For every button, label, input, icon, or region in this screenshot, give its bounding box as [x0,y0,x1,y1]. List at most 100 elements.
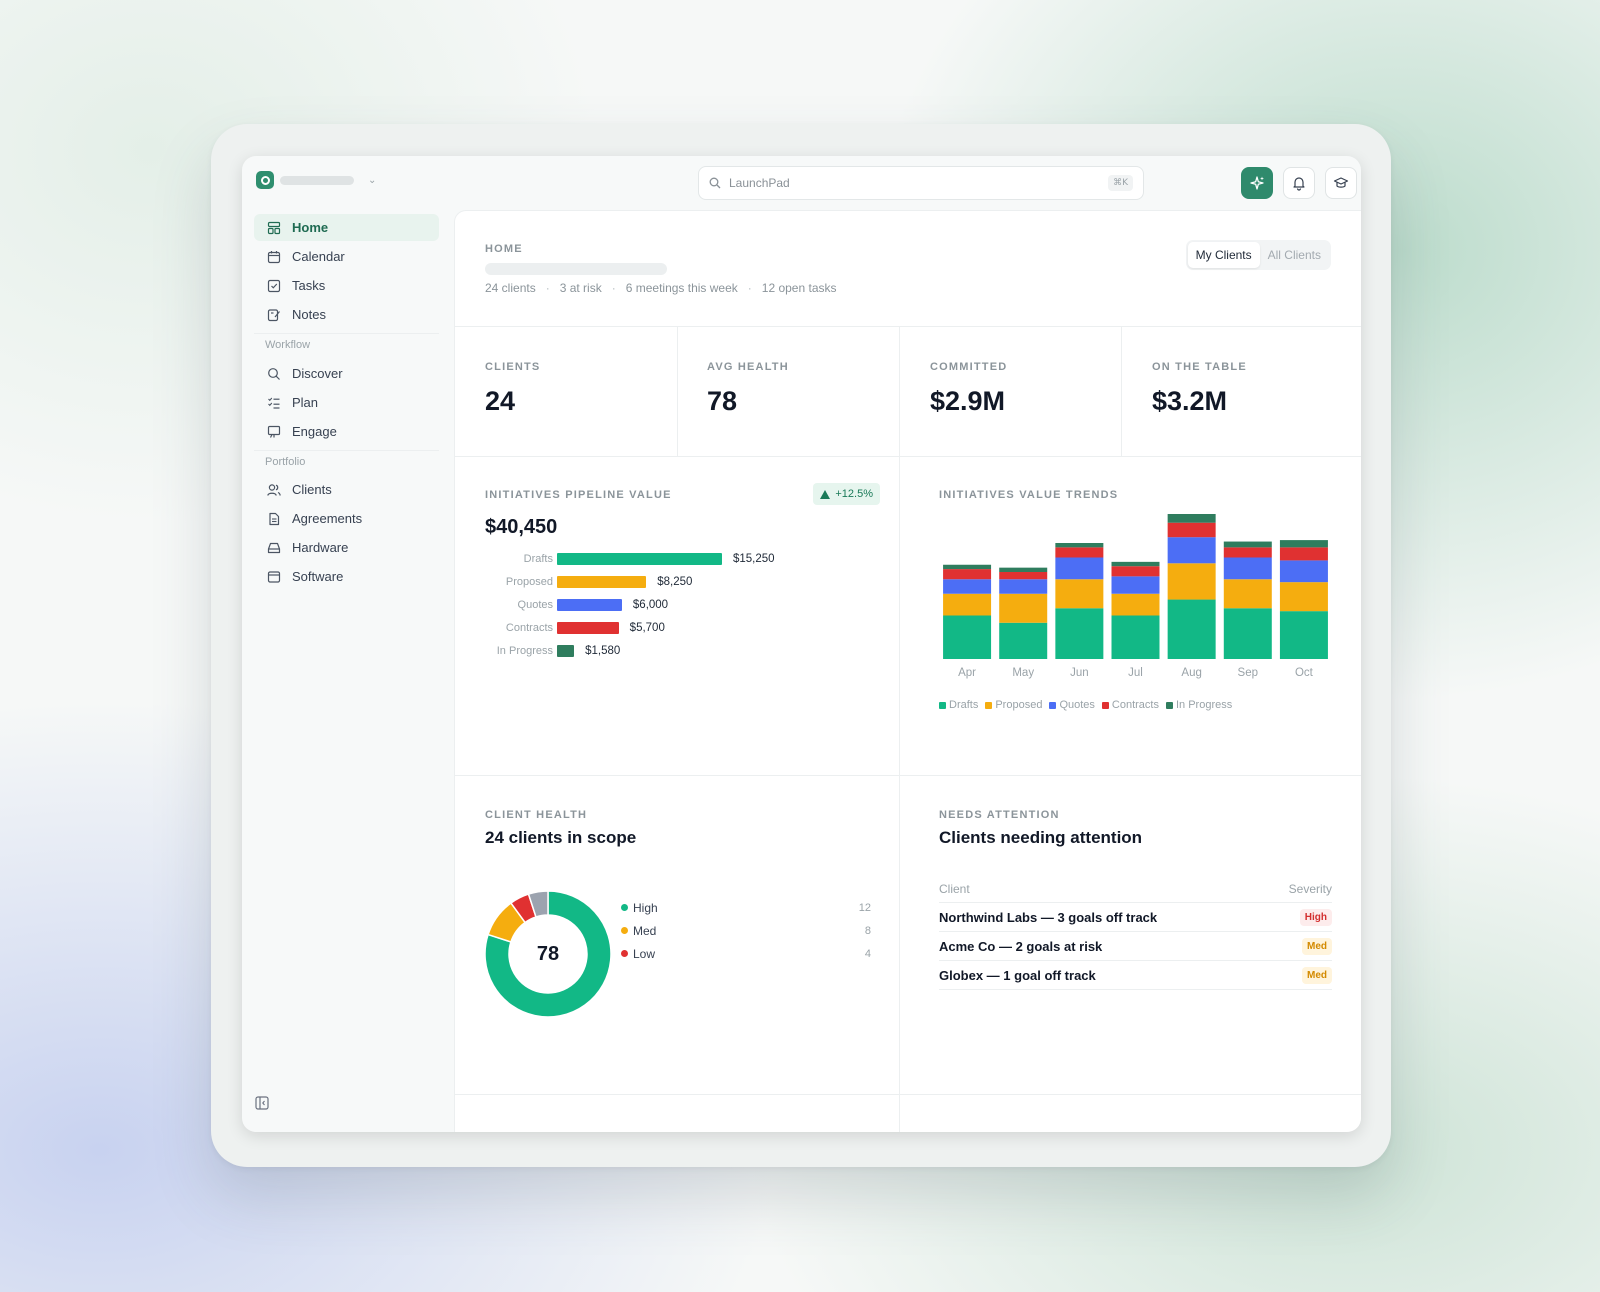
kpi-clients: CLIENTS 24 [485,361,540,417]
kpi-value: $3.2M [1152,386,1228,416]
legend-swatch [939,701,946,709]
card-label: INITIATIVES PIPELINE VALUE [485,489,672,501]
sidebar-item-discover[interactable]: Discover [254,360,439,387]
users-icon [267,483,281,496]
sidebar-item-label: Software [292,569,344,584]
x-tick-label: Sep [1238,667,1258,679]
sidebar-item-plan[interactable]: Plan [254,389,439,416]
search-bar[interactable]: ⌘K [698,166,1144,200]
my-clients-tab[interactable]: My Clients [1187,242,1260,268]
divider [254,333,439,334]
kpi-avg-health: AVG HEALTH 78 [707,361,789,417]
bar-oct-drafts [1279,611,1328,659]
bar-oct-contracts [1279,547,1328,561]
sidebar-item-label: Notes [292,307,326,322]
bar-jun-contracts [1055,547,1104,558]
bar-apr-contracts [943,569,992,580]
section-title-portfolio: Portfolio [265,456,306,468]
legend-swatch [985,701,993,709]
bar-jul-contracts [1111,566,1160,577]
pipeline-total: $40,450 [485,516,558,538]
pipeline-bar-value: $15,250 [733,553,775,565]
ai-assistant-button[interactable] [1241,167,1273,199]
document-icon [269,512,280,525]
table-row[interactable]: Globex — 1 goal off track Med [939,961,1332,990]
chart-legend: Drafts Proposed Quotes Contracts In Progress [939,699,1332,711]
legend-label: Drafts [949,699,979,711]
bar-jul-in-progress [1111,561,1160,567]
search-input[interactable] [729,176,1101,190]
page-header: HOME 24 clients · 3 at risk · 6 meetings… [485,243,837,295]
all-clients-tab[interactable]: All Clients [1267,248,1321,262]
severity-badge: Med [1302,966,1332,984]
learning-button[interactable] [1325,167,1357,199]
divider [254,450,439,451]
client-name: Northwind Labs — 3 goals off track [939,909,1158,925]
legend-swatch [1049,701,1057,709]
sidebar-item-notes[interactable]: Notes [254,301,439,328]
bar-may-drafts [999,622,1048,659]
bar-sep-proposed [1223,579,1272,609]
trends-card: INITIATIVES VALUE TRENDS Apr May Jun Jul Aug… [939,489,1332,711]
kpi-label: ON THE TABLE [1152,361,1247,373]
sidebar-item-clients[interactable]: Clients [254,476,439,503]
card-title: 24 clients in scope [485,828,637,847]
calendar-icon [267,250,281,263]
bar-aug-in-progress [1167,514,1216,523]
bar-oct-in-progress [1279,540,1328,548]
card-label: NEEDS ATTENTION [939,809,1060,821]
x-tick-label: Oct [1295,667,1314,679]
sidebar-item-tasks[interactable]: Tasks [254,272,439,299]
legend-label: In Progress [1175,699,1233,711]
pipeline-bar [557,622,619,634]
attention-table: Northwind Labs — 3 goals off track High Ac… [939,903,1332,990]
table-row[interactable]: Acme Co — 2 goals at risk Med [939,932,1332,961]
sidebar-collapse-icon[interactable] [255,1096,269,1110]
bar-jun-proposed [1055,579,1104,609]
sidebar-item-calendar[interactable]: Calendar [254,243,439,270]
kpi-value: 24 [485,386,516,416]
bar-jun-quotes [1055,557,1104,580]
legend-count: 12 [858,901,871,914]
health-legend-high: High 12 [621,896,871,919]
home-grid-icon [267,221,281,234]
sidebar-item-software[interactable]: Software [254,563,439,590]
trend-value: +12.5% [835,488,873,500]
sidebar-item-label: Clients [292,482,332,497]
workspace-switcher[interactable]: ⌄ [256,171,376,189]
search-icon [709,177,721,189]
table-row[interactable]: Northwind Labs — 3 goals off track High [939,903,1332,932]
sidebar-item-engage[interactable]: Engage [254,418,439,445]
sidebar-item-hardware[interactable]: Hardware [254,534,439,561]
bar-jul-quotes [1111,576,1160,594]
legend-count: 8 [864,924,871,937]
window-icon [267,570,281,583]
page-heading-placeholder [485,263,667,275]
pipeline-row-contracts: Contracts $5,700 [485,621,665,635]
meta-clients: 24 clients [485,281,536,295]
legend-dot [621,904,628,911]
legend-label: Quotes [1059,699,1095,711]
notifications-button[interactable] [1283,167,1315,199]
pipeline-stage-label: Quotes [517,599,553,611]
pipeline-stage-label: Proposed [505,576,553,588]
page-title: HOME [485,243,523,255]
bar-oct-proposed [1279,582,1328,612]
divider [455,456,1361,457]
sidebar-item-agreements[interactable]: Agreements [254,505,439,532]
bar-sep-quotes [1223,557,1272,580]
pipeline-row-in-progress: In Progress $1,580 [485,644,620,658]
bar-oct-quotes [1279,560,1328,583]
workspace-name-placeholder [280,175,354,185]
severity-badge: High [1299,908,1332,926]
divider [455,775,1361,776]
sidebar-item-label: Hardware [292,540,349,555]
shortcut-hint: ⌘K [1108,175,1133,191]
sidebar-item-home[interactable]: Home [254,214,439,241]
client-scope-toggle: My Clients All Clients [1185,240,1331,270]
main-content: HOME 24 clients · 3 at risk · 6 meetings… [454,210,1361,1132]
sidebar-item-label: Calendar [292,249,345,264]
search-icon [268,367,280,380]
health-legend-low: Low 4 [621,942,871,965]
bar-sep-drafts [1223,608,1272,659]
